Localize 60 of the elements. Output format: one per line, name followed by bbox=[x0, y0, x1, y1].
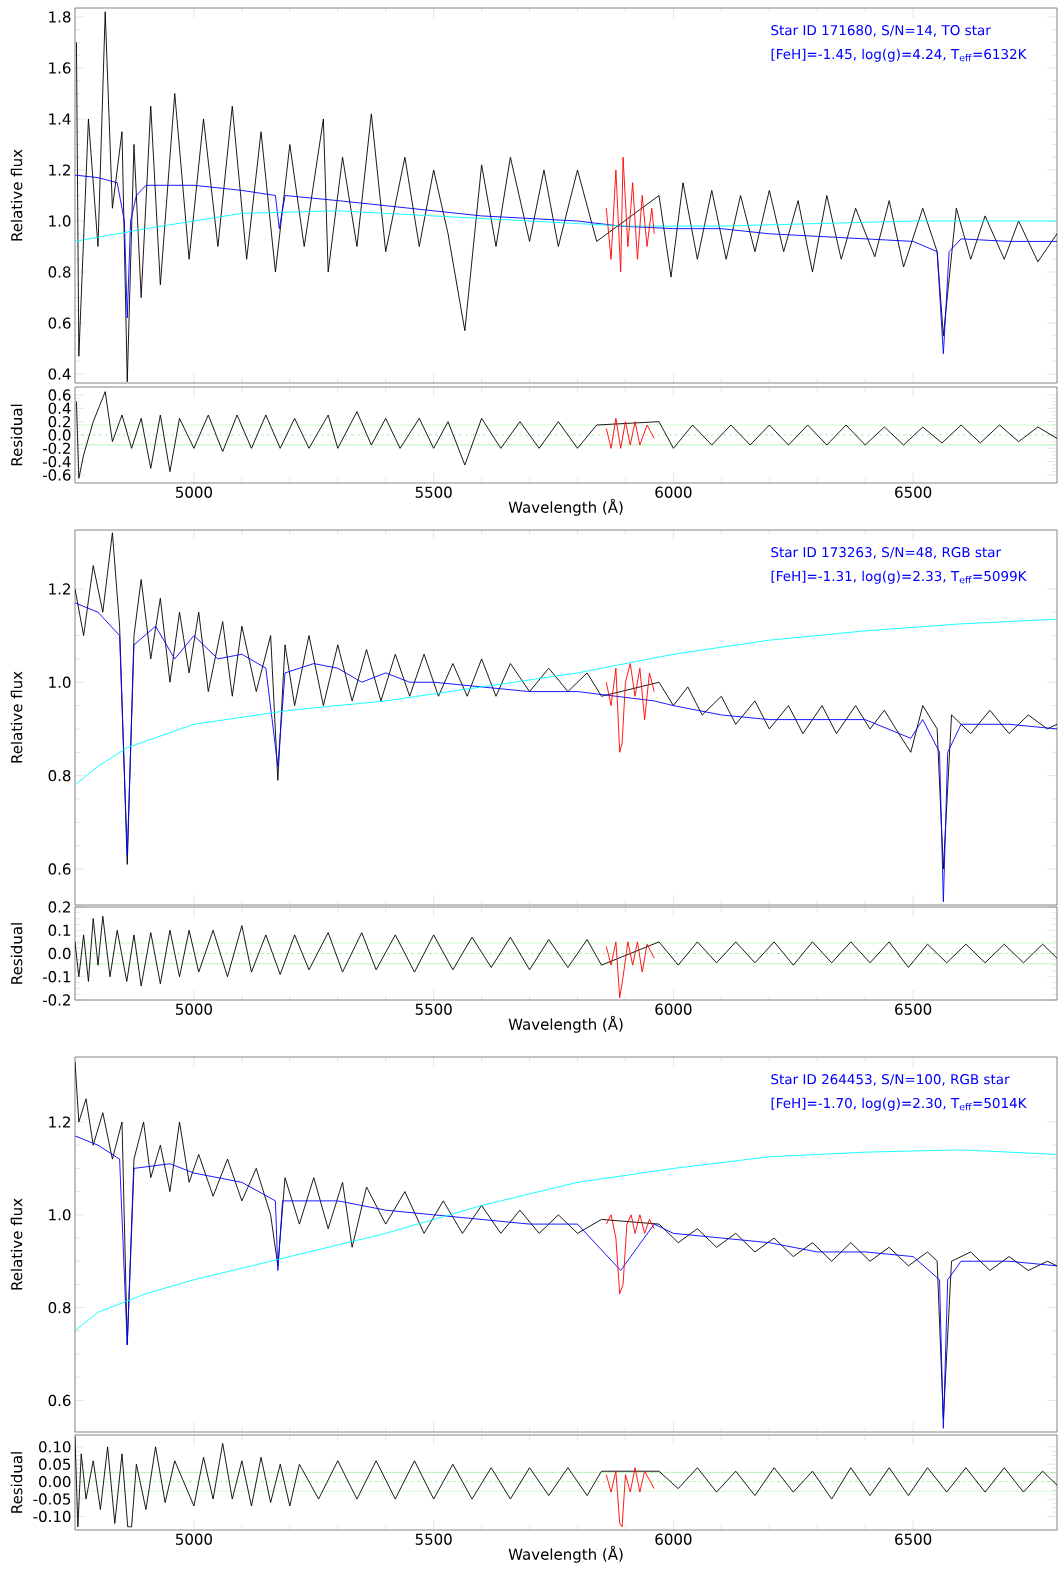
y-tick-label: -0.2 bbox=[42, 994, 70, 1006]
y-tick-label: 1.2 bbox=[49, 164, 70, 176]
y-axis-title: Relative flux bbox=[10, 1198, 23, 1290]
y-tick-label: 0.6 bbox=[48, 1394, 71, 1407]
y-axis-title: Residual bbox=[10, 923, 23, 984]
y-tick-label: 0.6 bbox=[48, 317, 71, 329]
y-tick-label: -0.6 bbox=[42, 469, 71, 481]
y-tick-label: 0.05 bbox=[39, 1458, 71, 1470]
annotation: [FeH]=-1.31, log(g)=2.33, T$_{eff}$=5099K bbox=[771, 570, 1027, 584]
y-tick-label: 0.2 bbox=[48, 416, 70, 428]
y-tick-label: 1.0 bbox=[49, 1209, 71, 1221]
y-tick-label: 0.10 bbox=[39, 1441, 71, 1453]
x-axis-title: Wavelength (Å) bbox=[508, 1015, 623, 1033]
y-tick-label: 1.0 bbox=[49, 215, 71, 227]
x-tick-label: 6500 bbox=[895, 1533, 932, 1545]
x-tick-label: 6000 bbox=[655, 1003, 692, 1015]
y-axis-title: Residual bbox=[10, 1452, 23, 1513]
y-tick-label: 0.4 bbox=[48, 402, 71, 415]
x-axis-title: Wavelength (Å) bbox=[508, 1545, 623, 1563]
x-tick-label: 6500 bbox=[895, 1003, 932, 1015]
x-tick-label: 6000 bbox=[655, 1533, 692, 1545]
x-tick-label: 6000 bbox=[655, 486, 692, 498]
annotation: [FeH]=-1.70, log(g)=2.30, T$_{eff}$=5014K bbox=[771, 1097, 1027, 1111]
y-axis-title: Relative flux bbox=[10, 671, 23, 763]
y-axis-title: Relative flux bbox=[10, 149, 23, 241]
annotation: [FeH]=-1.45, log(g)=4.24, T$_{eff}$=6132K bbox=[771, 48, 1027, 62]
x-tick-label: 5000 bbox=[175, 1533, 212, 1545]
x-tick-label: 5500 bbox=[415, 486, 452, 498]
y-tick-label: 0.0 bbox=[48, 947, 71, 960]
annotation: Star ID 264453, S/N=100, RGB star bbox=[771, 1074, 1010, 1086]
y-tick-label: -0.1 bbox=[42, 971, 71, 983]
y-tick-label: 0.0 bbox=[48, 429, 71, 441]
x-tick-label: 5000 bbox=[175, 1003, 212, 1015]
x-tick-label: 5000 bbox=[175, 486, 212, 498]
y-tick-label: -0.4 bbox=[42, 456, 71, 468]
y-tick-label: 1.6 bbox=[49, 62, 71, 74]
y-tick-label: 1.8 bbox=[49, 11, 71, 23]
y-tick-label: 1.0 bbox=[49, 676, 71, 688]
y-tick-label: 1.4 bbox=[49, 113, 71, 125]
y-tick-label: 0.6 bbox=[48, 863, 71, 875]
y-tick-label: 1.2 bbox=[49, 1116, 70, 1128]
annotation: Star ID 173263, S/N=48, RGB star bbox=[771, 547, 1002, 559]
x-axis-title: Wavelength (Å) bbox=[508, 498, 623, 516]
y-tick-label: 0.4 bbox=[48, 368, 71, 380]
y-tick-label: -0.10 bbox=[33, 1510, 71, 1523]
annotation: Star ID 171680, S/N=14, TO star bbox=[771, 25, 991, 37]
x-tick-label: 6500 bbox=[895, 486, 932, 498]
y-axis-title: Residual bbox=[10, 404, 23, 466]
y-tick-label: -0.2 bbox=[42, 442, 70, 455]
y-tick-label: 0.00 bbox=[39, 1475, 71, 1488]
y-tick-label: -0.05 bbox=[33, 1493, 71, 1505]
y-tick-label: 0.2 bbox=[48, 901, 70, 913]
y-tick-label: 0.8 bbox=[48, 266, 71, 278]
y-tick-label: 0.8 bbox=[48, 769, 71, 782]
y-tick-label: 0.1 bbox=[48, 924, 71, 936]
y-tick-label: 1.2 bbox=[49, 583, 70, 595]
x-tick-label: 5500 bbox=[415, 1003, 452, 1015]
x-tick-label: 5500 bbox=[415, 1533, 452, 1545]
y-tick-label: 0.6 bbox=[48, 389, 71, 401]
y-tick-label: 0.8 bbox=[48, 1301, 71, 1314]
